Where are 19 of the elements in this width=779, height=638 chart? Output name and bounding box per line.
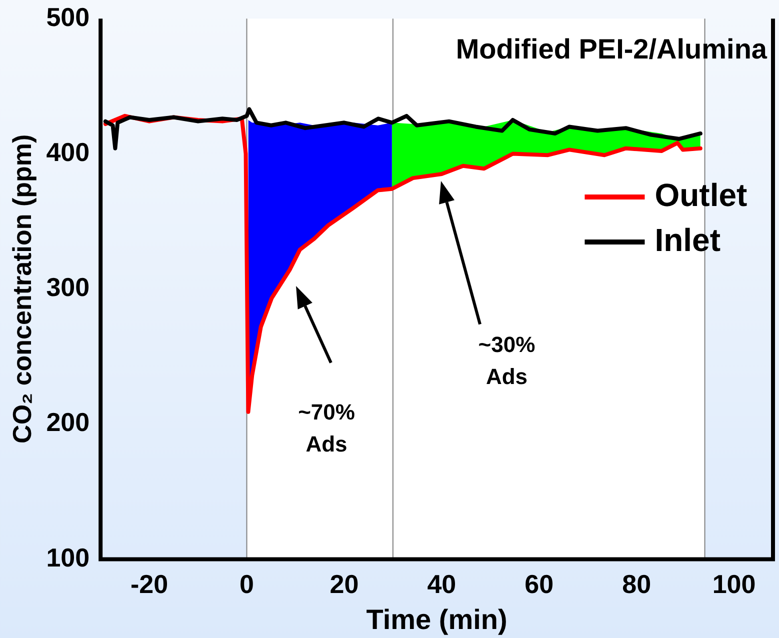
legend-label: Outlet [654,176,748,213]
legend-label: Inlet [654,222,721,258]
x-tick-label: 60 [524,568,554,599]
x-tick-label: 20 [330,568,359,599]
y-axis-title: CO₂ concentration (ppm) [6,134,37,444]
x-tick-label: 0 [240,568,254,599]
x-tick-label: -20 [130,568,168,599]
y-tick-label: 100 [46,542,90,572]
x-tick-label: 100 [712,568,756,599]
y-tick-label: 500 [46,2,90,32]
text: Modified PEI-2/Alumina [456,33,768,64]
x-axis-title: Time (min) [366,604,508,635]
y-tick-label: 300 [46,272,90,302]
x-tick-label: 40 [427,568,456,599]
y-tick-label: 400 [46,136,90,167]
annotation: ~70% Ads [298,399,355,456]
y-tick-label: 200 [46,407,90,438]
x-tick-label: 80 [622,568,652,599]
annotation: ~30% Ads [478,332,536,389]
